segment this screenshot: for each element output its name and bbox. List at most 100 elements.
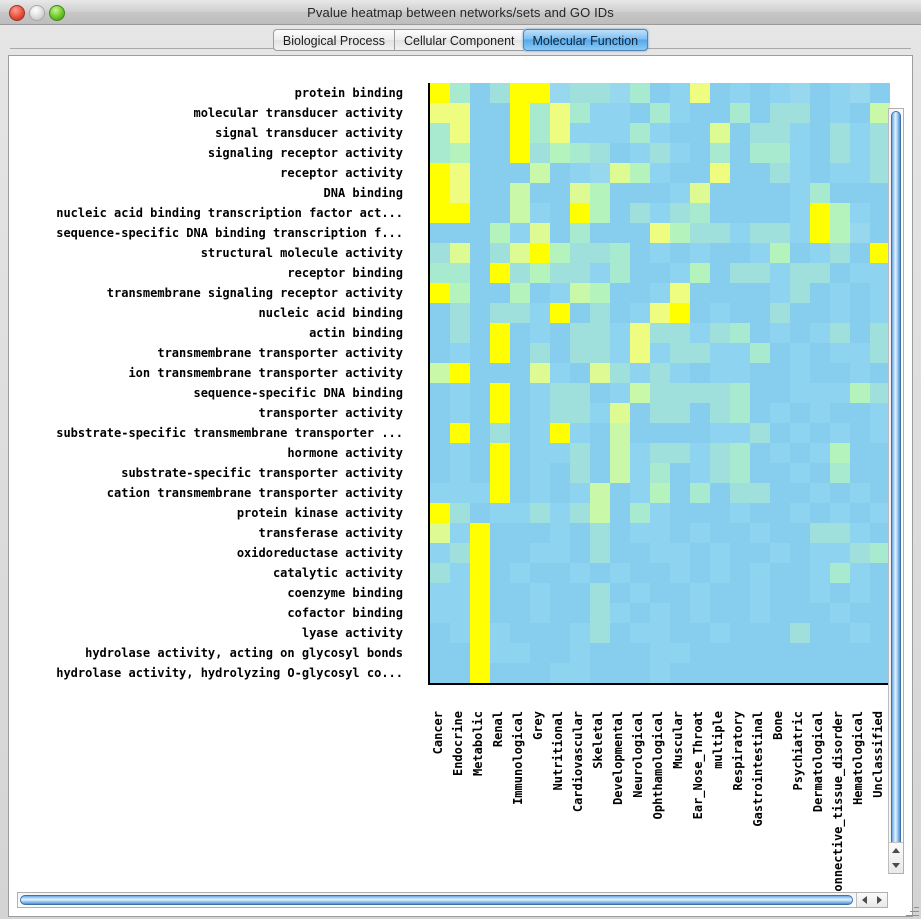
heatmap-cell[interactable] [870, 83, 890, 103]
heatmap-cell[interactable] [650, 603, 670, 623]
heatmap-cell[interactable] [730, 263, 750, 283]
heatmap-cell[interactable] [710, 83, 730, 103]
heatmap-cell[interactable] [750, 583, 770, 603]
heatmap-cell[interactable] [830, 383, 850, 403]
heatmap-cell[interactable] [710, 263, 730, 283]
heatmap-cell[interactable] [430, 443, 450, 463]
heatmap-cell[interactable] [770, 423, 790, 443]
heatmap-cell[interactable] [770, 263, 790, 283]
heatmap-cell[interactable] [870, 323, 890, 343]
heatmap-cell[interactable] [650, 643, 670, 663]
heatmap-cell[interactable] [550, 403, 570, 423]
heatmap-cell[interactable] [470, 663, 490, 683]
heatmap-cell[interactable] [670, 363, 690, 383]
heatmap-cell[interactable] [430, 283, 450, 303]
heatmap-cell[interactable] [710, 183, 730, 203]
heatmap-grid[interactable] [428, 83, 890, 685]
heatmap-cell[interactable] [550, 163, 570, 183]
heatmap-cell[interactable] [450, 483, 470, 503]
heatmap-cell[interactable] [610, 83, 630, 103]
heatmap-cell[interactable] [550, 423, 570, 443]
heatmap-cell[interactable] [690, 583, 710, 603]
heatmap-cell[interactable] [850, 623, 870, 643]
heatmap-cell[interactable] [810, 583, 830, 603]
heatmap-cell[interactable] [550, 543, 570, 563]
heatmap-cell[interactable] [630, 543, 650, 563]
heatmap-cell[interactable] [610, 543, 630, 563]
heatmap-cell[interactable] [730, 143, 750, 163]
heatmap-cell[interactable] [570, 523, 590, 543]
heatmap-cell[interactable] [630, 163, 650, 183]
heatmap-cell[interactable] [870, 563, 890, 583]
heatmap-cell[interactable] [550, 463, 570, 483]
heatmap-cell[interactable] [490, 623, 510, 643]
heatmap-cell[interactable] [770, 203, 790, 223]
heatmap-cell[interactable] [550, 483, 570, 503]
heatmap-cell[interactable] [470, 463, 490, 483]
heatmap-cell[interactable] [830, 83, 850, 103]
heatmap-cell[interactable] [510, 563, 530, 583]
heatmap-cell[interactable] [650, 583, 670, 603]
heatmap-cell[interactable] [850, 343, 870, 363]
heatmap-cell[interactable] [570, 643, 590, 663]
heatmap-cell[interactable] [630, 443, 650, 463]
heatmap-cell[interactable] [870, 303, 890, 323]
heatmap-cell[interactable] [530, 643, 550, 663]
heatmap-cell[interactable] [430, 123, 450, 143]
heatmap-cell[interactable] [870, 283, 890, 303]
heatmap-cell[interactable] [810, 483, 830, 503]
heatmap-cell[interactable] [870, 363, 890, 383]
heatmap-cell[interactable] [570, 403, 590, 423]
scroll-down-button[interactable] [889, 858, 903, 873]
heatmap-cell[interactable] [450, 123, 470, 143]
heatmap-cell[interactable] [470, 403, 490, 423]
heatmap-cell[interactable] [850, 563, 870, 583]
heatmap-cell[interactable] [870, 183, 890, 203]
heatmap-cell[interactable] [650, 123, 670, 143]
heatmap-cell[interactable] [750, 243, 770, 263]
heatmap-cell[interactable] [630, 663, 650, 683]
heatmap-cell[interactable] [550, 263, 570, 283]
heatmap-cell[interactable] [770, 603, 790, 623]
heatmap-cell[interactable] [730, 583, 750, 603]
heatmap-cell[interactable] [690, 443, 710, 463]
heatmap-cell[interactable] [530, 363, 550, 383]
heatmap-cell[interactable] [810, 163, 830, 183]
heatmap-cell[interactable] [810, 223, 830, 243]
heatmap-cell[interactable] [750, 343, 770, 363]
heatmap-cell[interactable] [470, 383, 490, 403]
heatmap-cell[interactable] [570, 363, 590, 383]
heatmap-cell[interactable] [650, 623, 670, 643]
heatmap-cell[interactable] [650, 663, 670, 683]
heatmap-cell[interactable] [630, 403, 650, 423]
heatmap-cell[interactable] [870, 483, 890, 503]
heatmap-cell[interactable] [630, 423, 650, 443]
tab-cellular-component[interactable]: Cellular Component [394, 29, 524, 51]
heatmap-cell[interactable] [670, 403, 690, 423]
heatmap-cell[interactable] [850, 443, 870, 463]
heatmap-cell[interactable] [690, 283, 710, 303]
heatmap-cell[interactable] [470, 623, 490, 643]
heatmap-cell[interactable] [770, 323, 790, 343]
heatmap-cell[interactable] [870, 603, 890, 623]
heatmap-cell[interactable] [610, 123, 630, 143]
heatmap-cell[interactable] [810, 83, 830, 103]
heatmap-cell[interactable] [530, 623, 550, 643]
heatmap-cell[interactable] [530, 403, 550, 423]
heatmap-cell[interactable] [790, 503, 810, 523]
heatmap-cell[interactable] [790, 523, 810, 543]
heatmap-cell[interactable] [790, 423, 810, 443]
heatmap-cell[interactable] [590, 443, 610, 463]
heatmap-cell[interactable] [850, 663, 870, 683]
heatmap-cell[interactable] [470, 223, 490, 243]
heatmap-cell[interactable] [430, 103, 450, 123]
heatmap-cell[interactable] [690, 143, 710, 163]
heatmap-cell[interactable] [430, 143, 450, 163]
heatmap-cell[interactable] [830, 163, 850, 183]
heatmap-cell[interactable] [790, 323, 810, 343]
heatmap-cell[interactable] [610, 443, 630, 463]
heatmap-cell[interactable] [610, 323, 630, 343]
heatmap-cell[interactable] [530, 483, 550, 503]
heatmap-cell[interactable] [710, 423, 730, 443]
heatmap-cell[interactable] [610, 283, 630, 303]
